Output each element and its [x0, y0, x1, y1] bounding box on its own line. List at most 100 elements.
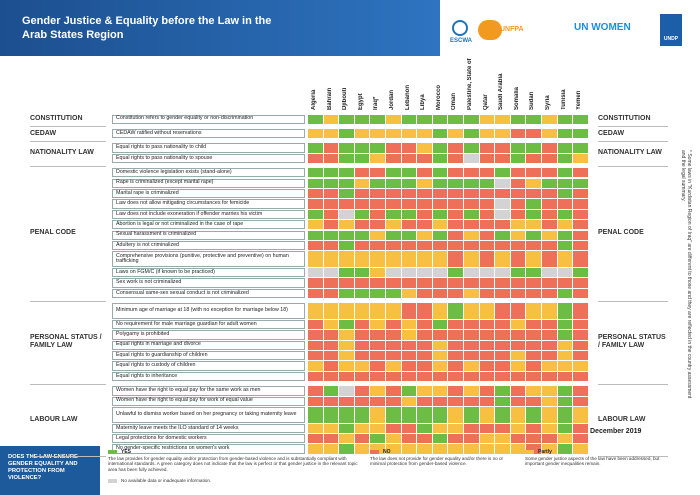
status-cell [573, 278, 588, 288]
status-cell [417, 251, 432, 267]
status-cell [417, 240, 432, 251]
status-cell [323, 330, 339, 340]
status-cell [417, 267, 432, 278]
status-cell [432, 303, 448, 319]
status-cell [354, 423, 370, 433]
status-cell [542, 168, 557, 178]
status-cell [386, 209, 401, 220]
status-cell [542, 361, 557, 371]
status-cell [479, 114, 495, 124]
status-cell [339, 188, 354, 199]
indicator: CEDAW ratified without reservations [112, 128, 305, 139]
status-cell [354, 168, 370, 178]
status-cell [401, 240, 417, 251]
status-cell [323, 340, 339, 350]
status-cell [354, 240, 370, 251]
status-cell [401, 114, 417, 124]
status-cell [573, 153, 588, 164]
legend-label: YES [121, 449, 132, 455]
status-cell [448, 350, 463, 361]
status-cell [370, 288, 385, 299]
status-cell [510, 303, 526, 319]
status-cell [308, 288, 323, 299]
status-cell [573, 114, 588, 124]
status-cell [495, 199, 510, 209]
status-cell [510, 153, 526, 164]
status-cell [526, 153, 541, 164]
status-cell [495, 371, 510, 382]
status-cell [495, 168, 510, 178]
status-cell [542, 434, 557, 444]
status-cell [432, 406, 448, 423]
status-cell [417, 396, 432, 406]
logo-emblem [478, 20, 502, 40]
status-cell [323, 267, 339, 278]
status-cell [526, 143, 541, 153]
status-cell [323, 220, 339, 230]
status-cell [401, 396, 417, 406]
status-cell [354, 350, 370, 361]
status-cell [401, 434, 417, 444]
status-cell [432, 396, 448, 406]
status-cell [510, 319, 526, 330]
status-cell [386, 251, 401, 267]
status-cell [464, 303, 479, 319]
status-cell [526, 303, 541, 319]
status-cell [308, 386, 323, 396]
status-cell [526, 230, 541, 240]
status-cell [479, 240, 495, 251]
legend-label: NO [383, 449, 391, 455]
status-cell [370, 350, 385, 361]
status-cell [479, 168, 495, 178]
status-cell [339, 153, 354, 164]
legend-text: The law does not provide for gender equa… [370, 456, 504, 467]
status-cell [417, 386, 432, 396]
status-cell [573, 434, 588, 444]
status-cell [370, 303, 385, 319]
status-cell [417, 278, 432, 288]
status-cell [386, 340, 401, 350]
status-cell [526, 188, 541, 199]
status-cell [401, 423, 417, 433]
status-cell [573, 406, 588, 423]
status-cell [308, 406, 323, 423]
status-cell [464, 434, 479, 444]
indicator: Sexual harassment is criminalized [112, 230, 305, 240]
status-cell [479, 178, 495, 188]
status-cell [557, 143, 573, 153]
status-cell [308, 340, 323, 350]
status-cell [308, 188, 323, 199]
status-cell [370, 434, 385, 444]
status-cell [339, 168, 354, 178]
status-cell [323, 178, 339, 188]
indicator: Minimum age of marriage at 18 (with no e… [112, 303, 305, 319]
section-label: PENAL CODE [30, 229, 76, 237]
status-cell [432, 230, 448, 240]
status-cell [526, 386, 541, 396]
status-cell [557, 278, 573, 288]
status-cell [417, 371, 432, 382]
status-cell [401, 209, 417, 220]
status-cell [557, 288, 573, 299]
legend-text: The law provides for gender equality and… [108, 456, 358, 472]
status-cell [370, 319, 385, 330]
status-cell [510, 423, 526, 433]
status-cell [479, 303, 495, 319]
status-cell [510, 406, 526, 423]
status-cell [386, 168, 401, 178]
indicator: Women have the right to equal pay for wo… [112, 396, 305, 406]
status-cell [510, 220, 526, 230]
section-label: NATIONALITY LAW [30, 149, 94, 157]
status-cell [464, 288, 479, 299]
status-cell [354, 220, 370, 230]
status-cell [432, 267, 448, 278]
status-cell [354, 267, 370, 278]
status-cell [448, 330, 463, 340]
status-cell [448, 153, 463, 164]
country-label: Egypt [357, 93, 364, 110]
status-cell [557, 350, 573, 361]
status-cell [401, 188, 417, 199]
section-label: PERSONAL STATUS / FAMILY LAW [598, 334, 666, 350]
status-cell [573, 371, 588, 382]
status-cell [510, 114, 526, 124]
